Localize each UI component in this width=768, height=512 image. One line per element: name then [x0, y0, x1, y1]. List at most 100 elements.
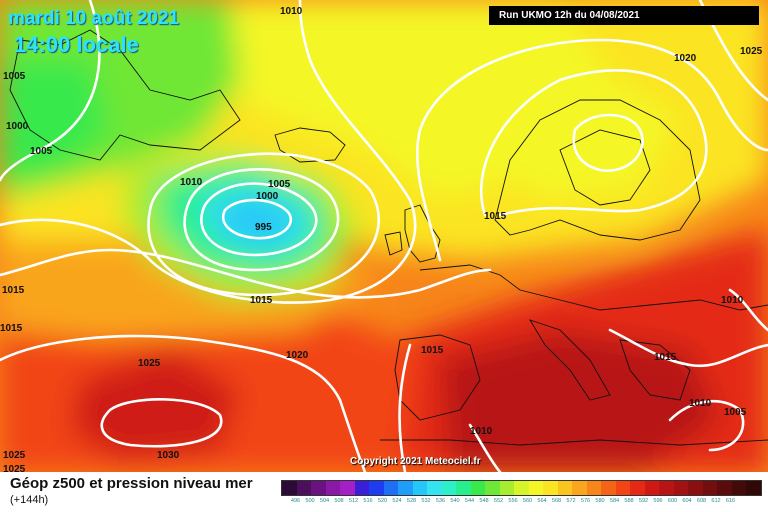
- scale-tick-label: 608: [696, 498, 707, 504]
- isobar-label: 1015: [250, 295, 273, 306]
- product-title: Géop z500 et pression niveau mer: [10, 475, 253, 492]
- lead-time: (+144h): [10, 494, 49, 506]
- isobar-label: 1025: [740, 46, 763, 57]
- isobar-label: 1025: [138, 358, 161, 369]
- copyright-notice: Copyright 2021 Meteociel.fr: [350, 456, 481, 467]
- scale-tick-label: 572: [566, 498, 576, 504]
- isobar-label: 1010: [280, 6, 303, 17]
- forecast-date: mardi 10 août 2021: [8, 8, 180, 29]
- scale-tick-label: 528: [406, 498, 417, 504]
- color-swatch: [630, 481, 645, 495]
- scale-tick-label: 600: [667, 498, 678, 504]
- color-scale: [281, 480, 762, 496]
- isobar-label: 1000: [256, 191, 279, 202]
- scale-tick-label: 532: [421, 498, 431, 504]
- isobar-label: 1000: [6, 121, 29, 132]
- scale-tick-label: 544: [464, 498, 475, 504]
- color-swatch: [296, 481, 311, 495]
- scale-tick-label: 524: [392, 498, 402, 504]
- scale-tick-label: 500: [305, 498, 315, 504]
- model-run-label: Run UKMO 12h du 04/08/2021: [489, 6, 759, 25]
- color-swatch: [644, 481, 659, 495]
- isobar-label: 1010: [689, 398, 712, 409]
- scale-tick-label: 548: [479, 498, 489, 504]
- isobar-label: 1010: [721, 295, 744, 306]
- map-footer: Géop z500 et pression niveau mer (+144h)…: [0, 472, 768, 512]
- isobar-label: 1025: [3, 450, 26, 461]
- forecast-time: 14:00 locale: [14, 32, 139, 57]
- isobar-label: 1015: [484, 211, 507, 222]
- isobar-label: 1005: [268, 179, 291, 190]
- color-swatch: [543, 481, 558, 495]
- color-swatch: [354, 481, 369, 495]
- isobar-label: 995: [255, 222, 272, 233]
- scale-tick-label: 516: [363, 498, 373, 504]
- color-swatch: [485, 481, 500, 495]
- color-swatch: [659, 481, 674, 495]
- scale-tick-label: 520: [377, 498, 388, 504]
- scale-tick-label: 616: [725, 498, 736, 504]
- color-swatch: [427, 481, 442, 495]
- isobar-label: 1015: [654, 352, 677, 363]
- scale-tick-label: 540: [450, 498, 460, 504]
- isobar-label: 1010: [470, 426, 493, 437]
- scale-tick-label: 592: [638, 498, 649, 504]
- color-swatch: [514, 481, 529, 495]
- color-swatch: [369, 481, 384, 495]
- color-swatch: [282, 481, 297, 495]
- color-swatch: [398, 481, 413, 495]
- color-swatch: [499, 481, 514, 495]
- isobar-label: 1015: [0, 323, 23, 334]
- isobar-label: 1020: [674, 53, 697, 64]
- isobar-label: 1020: [286, 350, 309, 361]
- scale-tick-label: 564: [537, 498, 547, 504]
- scale-tick-label: 604: [682, 498, 692, 504]
- scale-tick-label: 496: [290, 498, 301, 504]
- color-swatch: [456, 481, 471, 495]
- isobar-label: 1015: [2, 285, 25, 296]
- scale-tick-label: 504: [319, 498, 330, 504]
- isobar-label: 1005: [724, 407, 747, 418]
- isobar-label: 1030: [157, 450, 180, 461]
- color-swatch: [688, 481, 703, 495]
- scale-tick-label: 560: [522, 498, 533, 504]
- color-field: [0, 0, 768, 472]
- color-swatch: [383, 481, 398, 495]
- color-swatch: [601, 481, 616, 495]
- isobar-label: 1010: [180, 177, 203, 188]
- color-swatch: [340, 481, 355, 495]
- coastlines: [9, 29, 768, 446]
- color-swatch: [557, 481, 572, 495]
- scale-tick-label: 584: [609, 498, 620, 504]
- color-swatch: [441, 481, 456, 495]
- color-swatch: [325, 481, 340, 495]
- color-swatch: [702, 481, 717, 495]
- scale-tick-label: 580: [595, 498, 605, 504]
- isobar-label: 1005: [30, 146, 53, 157]
- color-swatch: [615, 481, 630, 495]
- isobar-label: 1025: [3, 464, 26, 472]
- color-scale-labels: 496 500 504 508 512 516 520 524 528 532 536 540 544 5…: [281, 498, 761, 508]
- isobar-label: 1005: [3, 71, 26, 82]
- scale-tick-label: 556: [508, 498, 518, 504]
- color-swatch: [746, 481, 761, 495]
- color-swatch: [528, 481, 543, 495]
- color-swatch: [731, 481, 746, 495]
- scale-tick-label: 568: [551, 498, 562, 504]
- isobar-label: 1015: [421, 345, 444, 356]
- scale-tick-label: 552: [493, 498, 504, 504]
- color-swatch: [412, 481, 427, 495]
- color-swatch: [586, 481, 601, 495]
- color-swatch: [311, 481, 326, 495]
- color-swatch: [572, 481, 587, 495]
- scale-tick-label: 596: [653, 498, 663, 504]
- scale-tick-label: 588: [624, 498, 634, 504]
- scale-tick-label: 508: [334, 498, 344, 504]
- color-swatch: [717, 481, 732, 495]
- scale-tick-label: 512: [348, 498, 359, 504]
- scale-tick-label: 612: [711, 498, 721, 504]
- scale-tick-label: 536: [435, 498, 446, 504]
- color-swatch: [673, 481, 688, 495]
